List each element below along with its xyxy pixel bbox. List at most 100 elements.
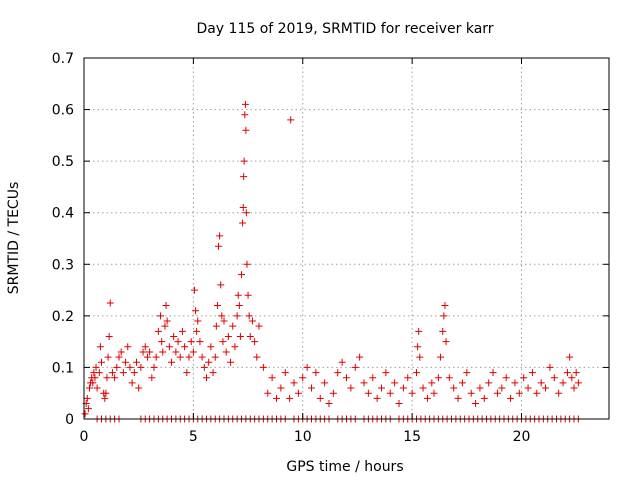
axis-ticks: 0 0.1 0.2 0.3 0.4 0.5 0.6 0.7 0 5 10 15 20	[52, 51, 609, 445]
data-point	[218, 312, 226, 320]
y-tick-label: 0.2	[52, 309, 74, 325]
data-point	[161, 322, 169, 330]
data-point	[369, 374, 377, 382]
data-point	[312, 369, 320, 377]
data-point	[321, 379, 329, 387]
data-point	[515, 389, 523, 397]
data-point	[119, 369, 127, 377]
data-point	[419, 384, 427, 392]
data-point	[93, 384, 101, 392]
data-point	[241, 100, 249, 108]
data-point	[242, 209, 250, 217]
data-point	[240, 157, 248, 165]
data-point	[442, 338, 450, 346]
data-point	[533, 389, 541, 397]
data-point	[84, 405, 92, 413]
data-point	[128, 379, 136, 387]
data-point	[489, 369, 497, 377]
chart-title: Day 115 of 2019, SRMTID for receiver kar…	[196, 21, 493, 37]
data-point	[183, 369, 191, 377]
data-point	[338, 358, 346, 366]
data-point	[264, 389, 272, 397]
data-point	[386, 389, 394, 397]
data-point	[430, 389, 438, 397]
data-point	[185, 353, 193, 361]
data-point	[458, 379, 466, 387]
data-point	[507, 394, 515, 402]
data-point	[158, 338, 166, 346]
data-point	[242, 126, 250, 134]
data-point	[95, 369, 103, 377]
data-point	[117, 348, 125, 356]
data-point	[416, 353, 424, 361]
data-point	[189, 348, 197, 356]
data-point	[115, 353, 123, 361]
data-point	[200, 363, 208, 371]
data-point	[485, 379, 493, 387]
data-point	[445, 374, 453, 382]
x-tick-label: 5	[189, 429, 198, 445]
x-tick-label: 0	[80, 429, 89, 445]
data-point	[91, 374, 99, 382]
data-point	[187, 338, 195, 346]
y-tick-label: 0	[65, 412, 74, 428]
data-point	[245, 312, 253, 320]
data-point	[165, 343, 173, 351]
data-point	[268, 374, 276, 382]
data-point	[205, 358, 213, 366]
data-point	[434, 374, 442, 382]
data-point	[281, 369, 289, 377]
data-point	[92, 363, 100, 371]
data-point	[356, 353, 364, 361]
data-point	[146, 348, 154, 356]
data-point	[170, 332, 178, 340]
data-point	[244, 291, 252, 299]
data-point	[122, 358, 130, 366]
data-point	[493, 389, 501, 397]
data-point	[378, 384, 385, 392]
data-point	[209, 369, 217, 377]
data-point	[108, 369, 116, 377]
data-point	[325, 400, 333, 408]
data-point	[213, 302, 221, 310]
data-point	[570, 384, 578, 392]
data-point	[415, 327, 423, 335]
data-point	[126, 363, 134, 371]
data-point	[329, 389, 337, 397]
x-tick-label: 10	[294, 429, 312, 445]
data-point	[440, 312, 448, 320]
data-point	[105, 332, 113, 340]
data-point	[334, 369, 342, 377]
data-point	[222, 348, 230, 356]
x-tick-label: 20	[513, 429, 531, 445]
data-point	[241, 111, 249, 119]
data-point	[413, 369, 420, 377]
data-point	[163, 317, 171, 325]
data-point	[480, 394, 488, 402]
data-point	[192, 307, 200, 315]
data-point	[246, 332, 254, 340]
data-point	[408, 389, 416, 397]
data-point	[498, 384, 506, 392]
data-point	[124, 343, 132, 351]
y-tick-label: 0.4	[52, 206, 74, 222]
data-point	[219, 338, 227, 346]
data-point	[404, 374, 412, 382]
data-point	[251, 338, 259, 346]
data-point	[212, 322, 220, 330]
data-point	[439, 327, 447, 335]
data-point	[472, 400, 480, 408]
y-tick-label: 0.5	[52, 154, 74, 170]
grid	[84, 58, 609, 419]
data-point	[316, 394, 324, 402]
data-point	[574, 379, 582, 387]
data-point	[347, 384, 355, 392]
data-point	[428, 379, 436, 387]
x-axis-label: GPS time / hours	[286, 459, 403, 475]
data-point	[148, 374, 156, 382]
data-point	[96, 343, 104, 351]
data-point	[537, 379, 545, 387]
data-point	[360, 379, 368, 387]
data-point	[176, 353, 184, 361]
data-point	[215, 242, 223, 250]
